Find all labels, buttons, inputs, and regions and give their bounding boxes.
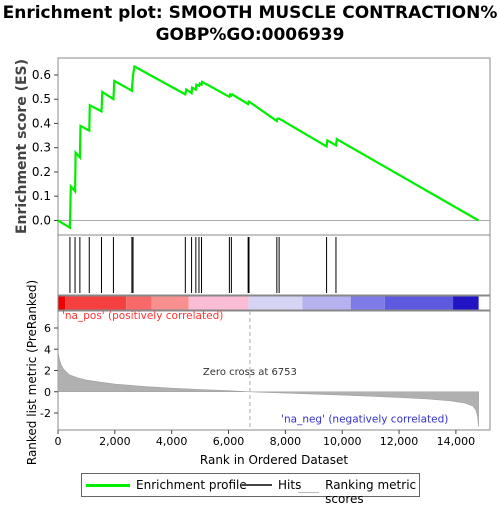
es-ytick-label: 0.2 [32, 165, 51, 179]
chart-title-line1: Enrichment plot: SMOOTH MUSCLE CONTRACTI… [2, 3, 498, 23]
legend-entry-ranking: Ranking metric scores [298, 478, 419, 506]
metric-xtick-label: 10,000 [323, 435, 362, 448]
metric-ytick-label: 6 [44, 322, 51, 335]
es-ytick-label: 0.6 [32, 68, 51, 82]
rank-color-segment [302, 296, 351, 310]
metric-ytick-label: -2 [40, 407, 51, 420]
legend: Enrichment profile Hits Ranking metric s… [81, 473, 420, 506]
metric-xtick-label: 12,000 [380, 435, 419, 448]
legend-swatch-hits [242, 484, 272, 486]
rank-color-segment [453, 296, 479, 310]
metric-xtick-label: 14,000 [437, 435, 476, 448]
metric-ytick-label: 0 [44, 386, 51, 399]
es-ytick-label: 0.3 [32, 141, 51, 155]
metric-xtick-label: 2,000 [99, 435, 131, 448]
metric-ytick-label: 2 [44, 365, 51, 378]
rank-color-segment [384, 296, 454, 310]
metric-xlabel: Rank in Ordered Dataset [200, 453, 348, 467]
rank-color-segment [350, 296, 385, 310]
legend-swatch-ranking [298, 491, 320, 493]
legend-label-hits: Hits [278, 478, 302, 492]
rank-color-segment [151, 296, 189, 310]
es-ytick-label: 0.4 [32, 116, 51, 130]
enrichment-profile-line [57, 64, 480, 230]
metric-xtick-label: 8,000 [270, 435, 302, 448]
legend-entry-hits: Hits [242, 478, 301, 492]
metric-ylabel: Ranked list metric (PreRanked) [25, 280, 39, 465]
metric-panel-frame [57, 310, 491, 431]
neg-correlated-label: 'na_neg' (negatively correlated) [281, 414, 448, 426]
legend-label-ranking: Ranking metric scores [325, 478, 417, 506]
metric-xtick-label: 0 [55, 435, 62, 448]
legend-entry-profile: Enrichment profile [86, 478, 247, 492]
es-panel-frame [57, 57, 491, 236]
rank-color-segment [65, 296, 127, 310]
rank-color-segment [126, 296, 152, 310]
rank-color-segment [188, 296, 249, 310]
es-ylabel: Enrichment score (ES) [14, 59, 30, 234]
metric-ytick-label: 4 [44, 343, 51, 356]
rank-color-bar-frame [57, 295, 491, 311]
rank-color-segment [58, 296, 66, 310]
legend-swatch-profile [86, 483, 130, 487]
chart-title-line2: GOBP%GO:0006939 [155, 25, 345, 45]
pos-correlated-label: 'na_pos' (positively correlated) [62, 310, 223, 322]
legend-label-profile: Enrichment profile [136, 478, 247, 492]
metric-xtick-label: 6,000 [213, 435, 245, 448]
hits-panel-frame [57, 234, 491, 296]
es-ytick-label: 0.5 [32, 92, 51, 106]
metric-xtick-label: 4,000 [156, 435, 188, 448]
zero-cross-label: Zero cross at 6753 [203, 367, 297, 378]
es-ytick-label: 0.0 [32, 213, 51, 227]
es-ytick-label: 0.1 [32, 189, 51, 203]
rank-color-segment [248, 296, 303, 310]
